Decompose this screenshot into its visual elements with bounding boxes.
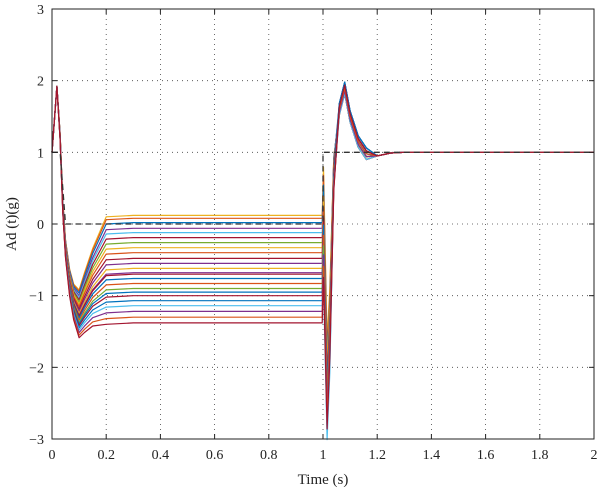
x-tick-label: 0 bbox=[49, 448, 56, 463]
y-tick-label: 0 bbox=[37, 218, 44, 233]
y-tick-label: −1 bbox=[29, 290, 44, 305]
series-line bbox=[51, 84, 594, 430]
y-tick-label: 2 bbox=[37, 75, 44, 90]
x-tick-label: 1.8 bbox=[531, 448, 549, 463]
x-tick-label: 2 bbox=[591, 448, 598, 463]
y-tick-label: −2 bbox=[29, 361, 44, 376]
x-tick-label: 0.2 bbox=[97, 448, 115, 463]
reference-group bbox=[52, 151, 594, 225]
x-tick-label: 0.6 bbox=[206, 448, 224, 463]
y-tick-label: 3 bbox=[37, 3, 44, 18]
x-tick-label: 0.8 bbox=[260, 448, 278, 463]
x-axis-ticks: 0 0.2 0.4 0.6 0.8 1 1.2 1.4 1.6 1.8 2 bbox=[49, 9, 598, 463]
x-tick-label: 1.6 bbox=[477, 448, 495, 463]
series-group bbox=[51, 81, 594, 441]
y-axis-ticks: −3 −2 −1 0 1 2 3 bbox=[29, 3, 594, 448]
x-tick-label: 0.4 bbox=[152, 448, 170, 463]
y-axis-label: Ad (t)(g) bbox=[4, 197, 20, 251]
y-tick-label: 1 bbox=[37, 146, 44, 161]
y-tick-label: −3 bbox=[29, 433, 44, 448]
x-axis-label: Time (s) bbox=[298, 472, 349, 488]
x-tick-label: 1.4 bbox=[423, 448, 441, 463]
x-tick-label: 1 bbox=[320, 448, 327, 463]
reference-line bbox=[52, 151, 594, 225]
x-tick-label: 1.2 bbox=[368, 448, 386, 463]
